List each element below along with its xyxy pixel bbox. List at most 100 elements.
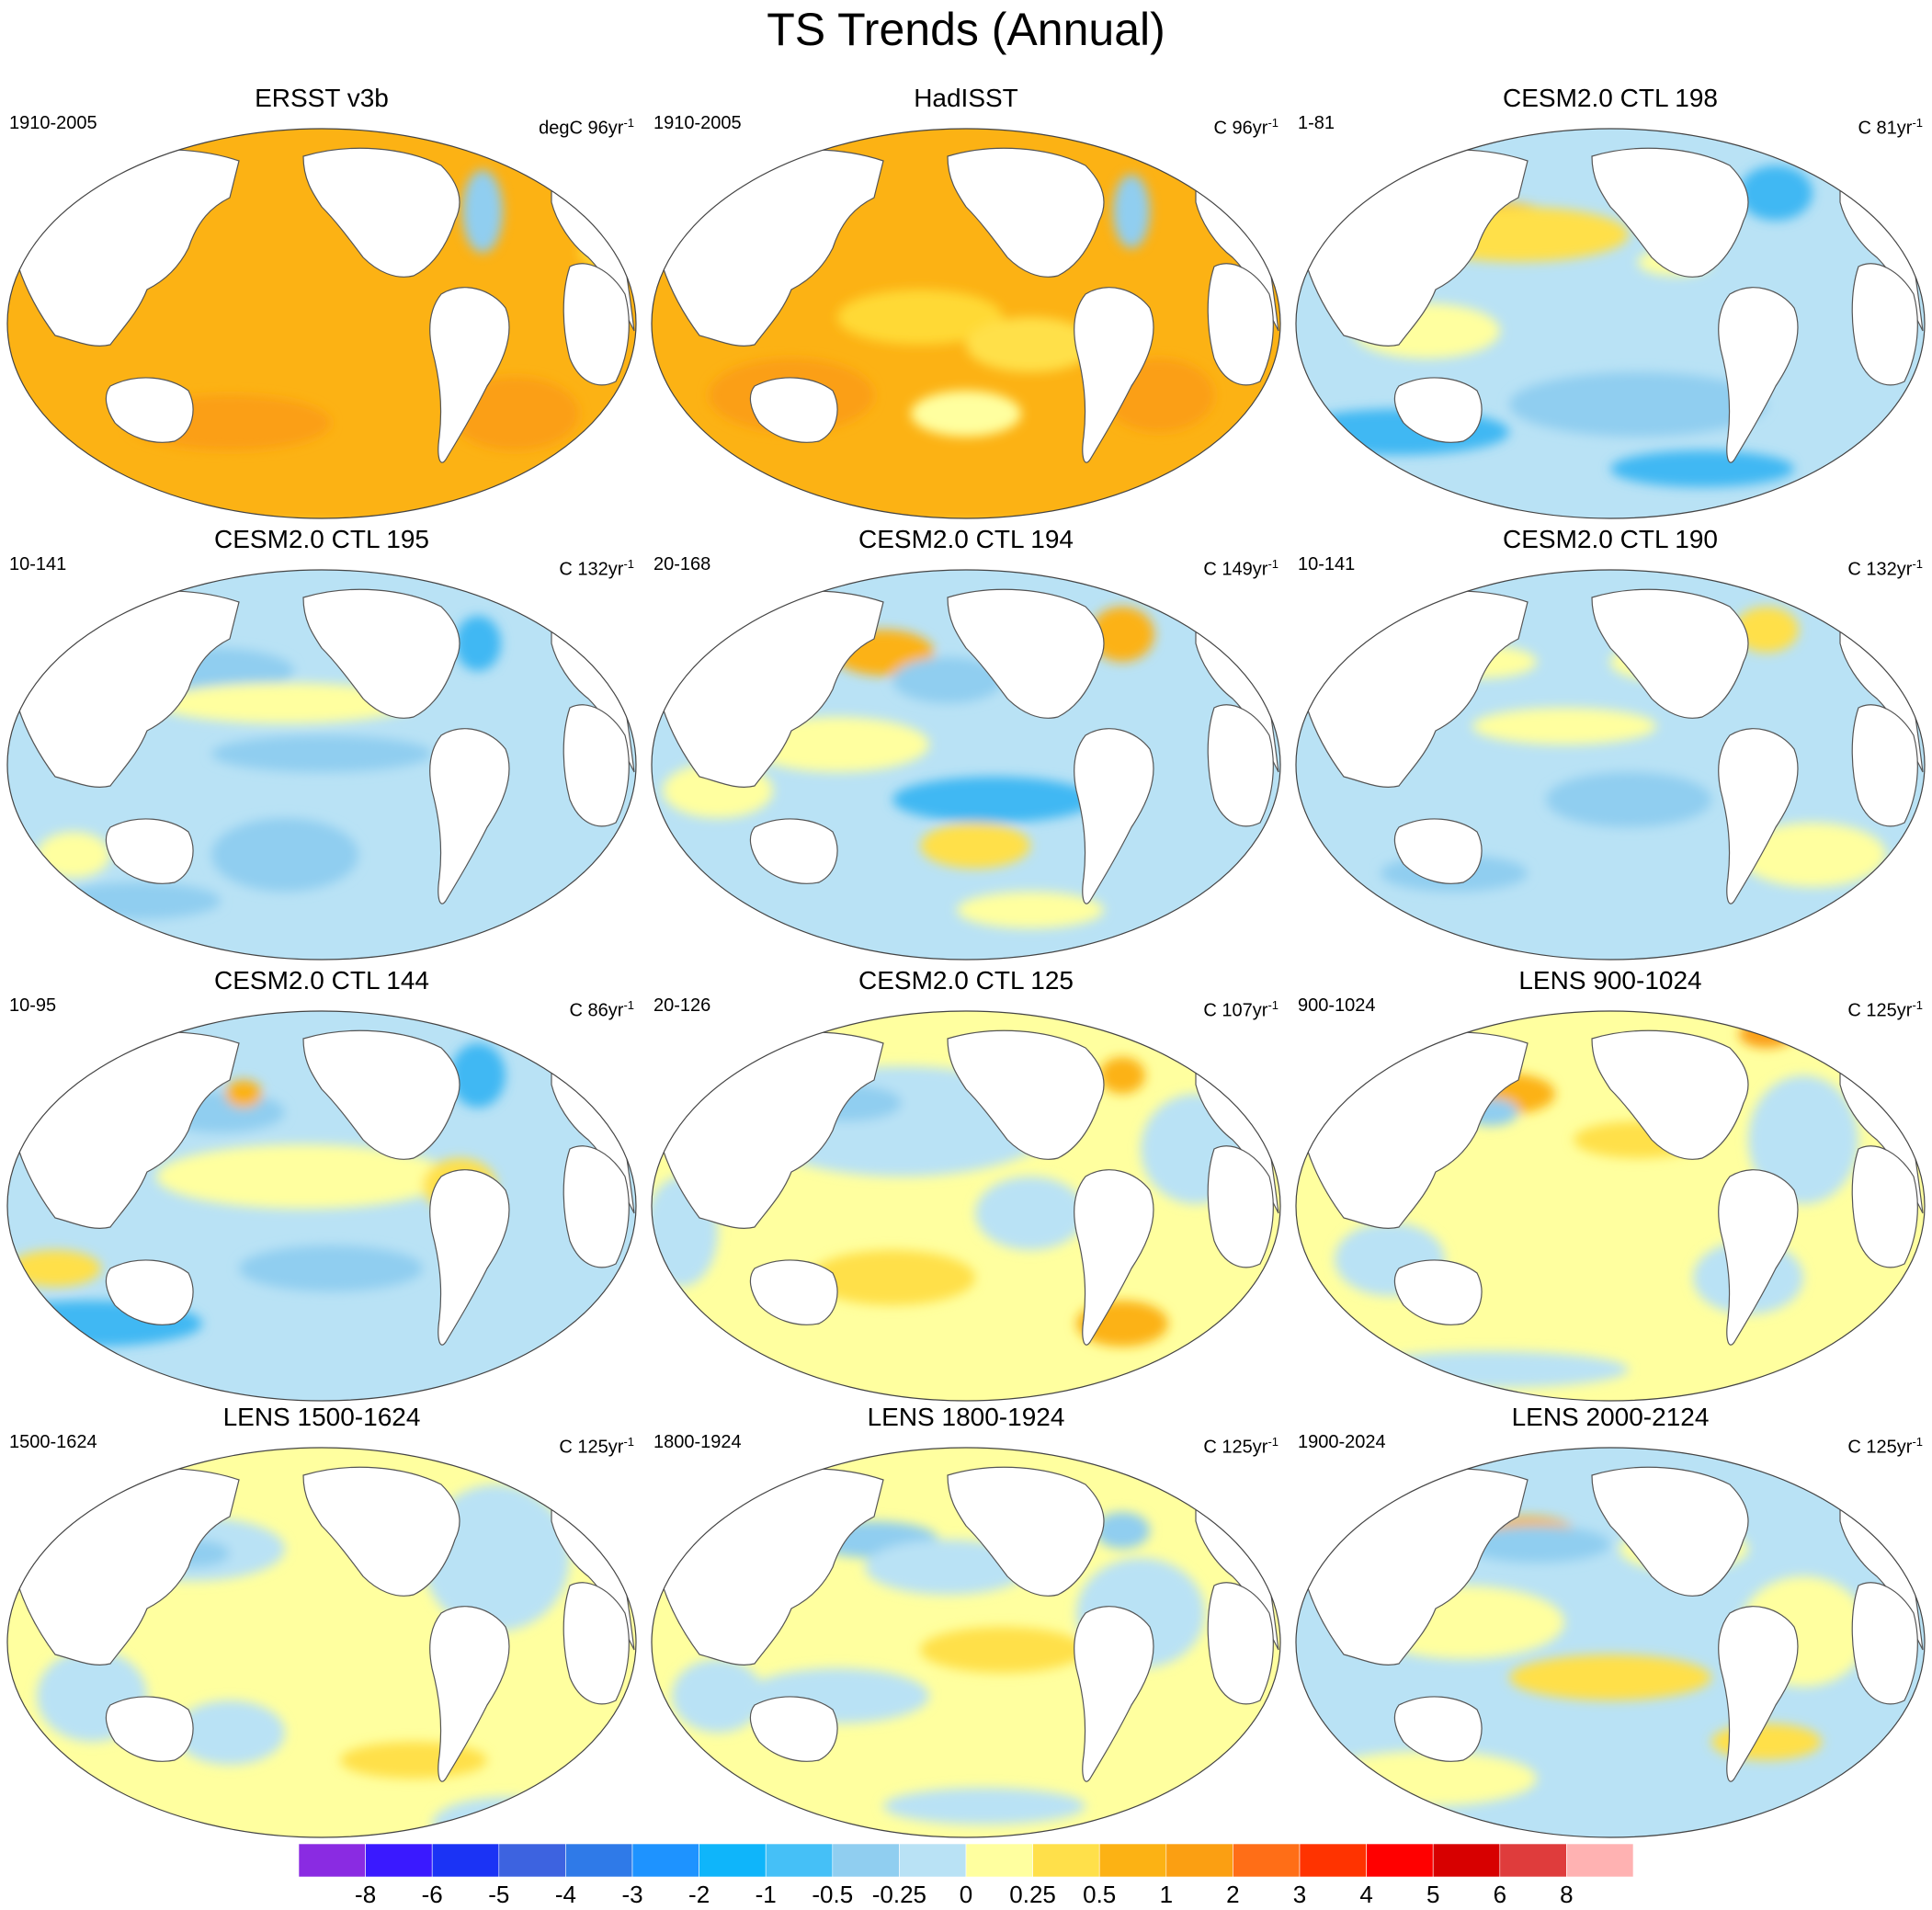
colorbar-swatch <box>1299 1844 1367 1877</box>
panel-title: CESM2.0 CTL 194 <box>858 525 1074 553</box>
colorbar-swatch <box>1499 1844 1567 1877</box>
robinson-map <box>1295 1010 1926 1402</box>
trend-anomaly <box>239 1245 423 1291</box>
land-mass <box>429 1606 510 1782</box>
panel-units-text: C 132yr <box>559 559 624 580</box>
map-panel: ERSST v3b 1910-2005 degC 96yr-1 <box>0 83 643 524</box>
trend-anomaly <box>1316 1751 1537 1806</box>
panel-period: 10-95 <box>9 995 57 1016</box>
robinson-map <box>6 569 637 961</box>
map-panel: CESM2.0 CTL 190 10-141 C 132yr-1 <box>1289 524 1932 965</box>
panel-period: 1910-2005 <box>9 113 97 133</box>
land-mass <box>1591 588 1749 719</box>
colorbar-swatch <box>1032 1844 1100 1877</box>
colorbar-swatch <box>1098 1844 1167 1877</box>
map-border <box>6 1010 637 1402</box>
map-panel: LENS 1500-1624 1500-1624 C 125yr-1 <box>0 1402 643 1843</box>
colorbar-swatch <box>299 1844 366 1877</box>
land-mass <box>1718 1606 1799 1782</box>
colorbar-label: 6 <box>1493 1881 1507 1908</box>
land-mass <box>1207 1582 1274 1705</box>
robinson-map <box>6 128 637 519</box>
colorbar-swatch <box>1233 1844 1301 1877</box>
trend-anomaly <box>1371 1016 1445 1043</box>
colorbar-label: -6 <box>421 1881 443 1908</box>
trend-anomaly <box>883 1788 1085 1825</box>
land-mass <box>947 147 1105 278</box>
land-mass <box>1851 1582 1918 1705</box>
robinson-map <box>6 1447 637 1838</box>
trend-anomaly <box>1509 372 1767 437</box>
land-mass <box>302 1029 460 1160</box>
panel-period: 1500-1624 <box>9 1432 97 1452</box>
trend-anomaly <box>911 391 1021 437</box>
land-mass <box>1207 704 1274 827</box>
figure-title: TS Trends (Annual) <box>767 4 1165 55</box>
trend-anomaly <box>1099 1057 1145 1094</box>
trend-anomaly <box>966 317 1095 372</box>
land-mass <box>1074 1169 1154 1346</box>
panel-period: 1910-2005 <box>653 113 742 133</box>
panel-period: 10-141 <box>1298 554 1356 574</box>
robinson-map <box>651 569 1281 961</box>
panel-units: C 125yr-1 <box>1847 1431 1923 1459</box>
colorbar-swatch <box>965 1844 1033 1877</box>
land-mass <box>749 818 838 884</box>
panel-title: ERSST v3b <box>255 84 389 112</box>
panel-units: degC 96yr-1 <box>539 112 634 140</box>
panel-units-exponent: -1 <box>1267 998 1279 1012</box>
trend-anomaly <box>55 882 221 919</box>
trend-anomaly <box>1748 1075 1858 1204</box>
land-mass <box>1393 818 1483 884</box>
panel-units-text: C 125yr <box>559 1437 624 1458</box>
panel-units: C 125yr-1 <box>1847 995 1923 1022</box>
panel-title: LENS 1800-1924 <box>867 1403 1065 1431</box>
trend-anomaly <box>672 1659 764 1733</box>
panel-units: C 86yr-1 <box>570 995 634 1022</box>
colorbar-swatch <box>431 1844 500 1877</box>
map-panel: CESM2.0 CTL 195 10-141 C 132yr-1 <box>0 524 643 965</box>
trend-anomaly <box>211 818 358 892</box>
colorbar-label: -4 <box>554 1881 576 1908</box>
land-mass <box>563 1145 630 1268</box>
land-mass <box>1718 287 1799 463</box>
panel-units-text: C 96yr <box>1213 118 1268 139</box>
land-mass <box>1851 704 1918 827</box>
trend-anomaly <box>810 1250 975 1305</box>
colorbar-label: 0.25 <box>1009 1881 1056 1908</box>
trend-anomaly <box>1090 607 1154 662</box>
colorbar-label: -1 <box>755 1881 777 1908</box>
panel-title: CESM2.0 CTL 190 <box>1503 525 1718 553</box>
colorbar-swatch <box>765 1844 834 1877</box>
panel-units-exponent: -1 <box>1912 1435 1923 1449</box>
trend-anomaly <box>156 683 414 723</box>
panel-title: CESM2.0 CTL 198 <box>1503 84 1718 112</box>
colorbar-label: 2 <box>1226 1881 1240 1908</box>
panel-units: C 107yr-1 <box>1203 995 1279 1022</box>
colorbar-label: 5 <box>1426 1881 1440 1908</box>
colorbar-label: -0.25 <box>871 1881 927 1908</box>
colorbar-swatch <box>565 1844 633 1877</box>
panel-title: CESM2.0 CTL 144 <box>214 966 429 995</box>
robinson-map <box>1295 569 1926 961</box>
panel-units: C 81yr-1 <box>1858 112 1923 140</box>
land-mass <box>1074 1606 1154 1782</box>
trend-anomaly <box>1734 607 1799 653</box>
land-mass <box>563 704 630 827</box>
trend-anomaly <box>920 1627 1085 1673</box>
map-border <box>6 1447 637 1838</box>
panel-units: C 96yr-1 <box>1214 112 1279 140</box>
colorbar-swatch <box>899 1844 967 1877</box>
land-mass <box>947 588 1105 719</box>
robinson-map <box>6 1010 637 1402</box>
trend-anomaly <box>156 1144 450 1209</box>
land-mass <box>749 1259 838 1325</box>
land-mass <box>563 263 630 386</box>
colorbar-label: -5 <box>488 1881 510 1908</box>
land-mass <box>1393 1696 1483 1762</box>
panel-units: C 149yr-1 <box>1203 553 1279 581</box>
map-panel: LENS 1800-1924 1800-1924 C 125yr-1 <box>644 1402 1288 1843</box>
colorbar-label: -8 <box>355 1881 377 1908</box>
trend-anomaly <box>920 823 1030 869</box>
panel-period: 20-126 <box>653 995 711 1016</box>
